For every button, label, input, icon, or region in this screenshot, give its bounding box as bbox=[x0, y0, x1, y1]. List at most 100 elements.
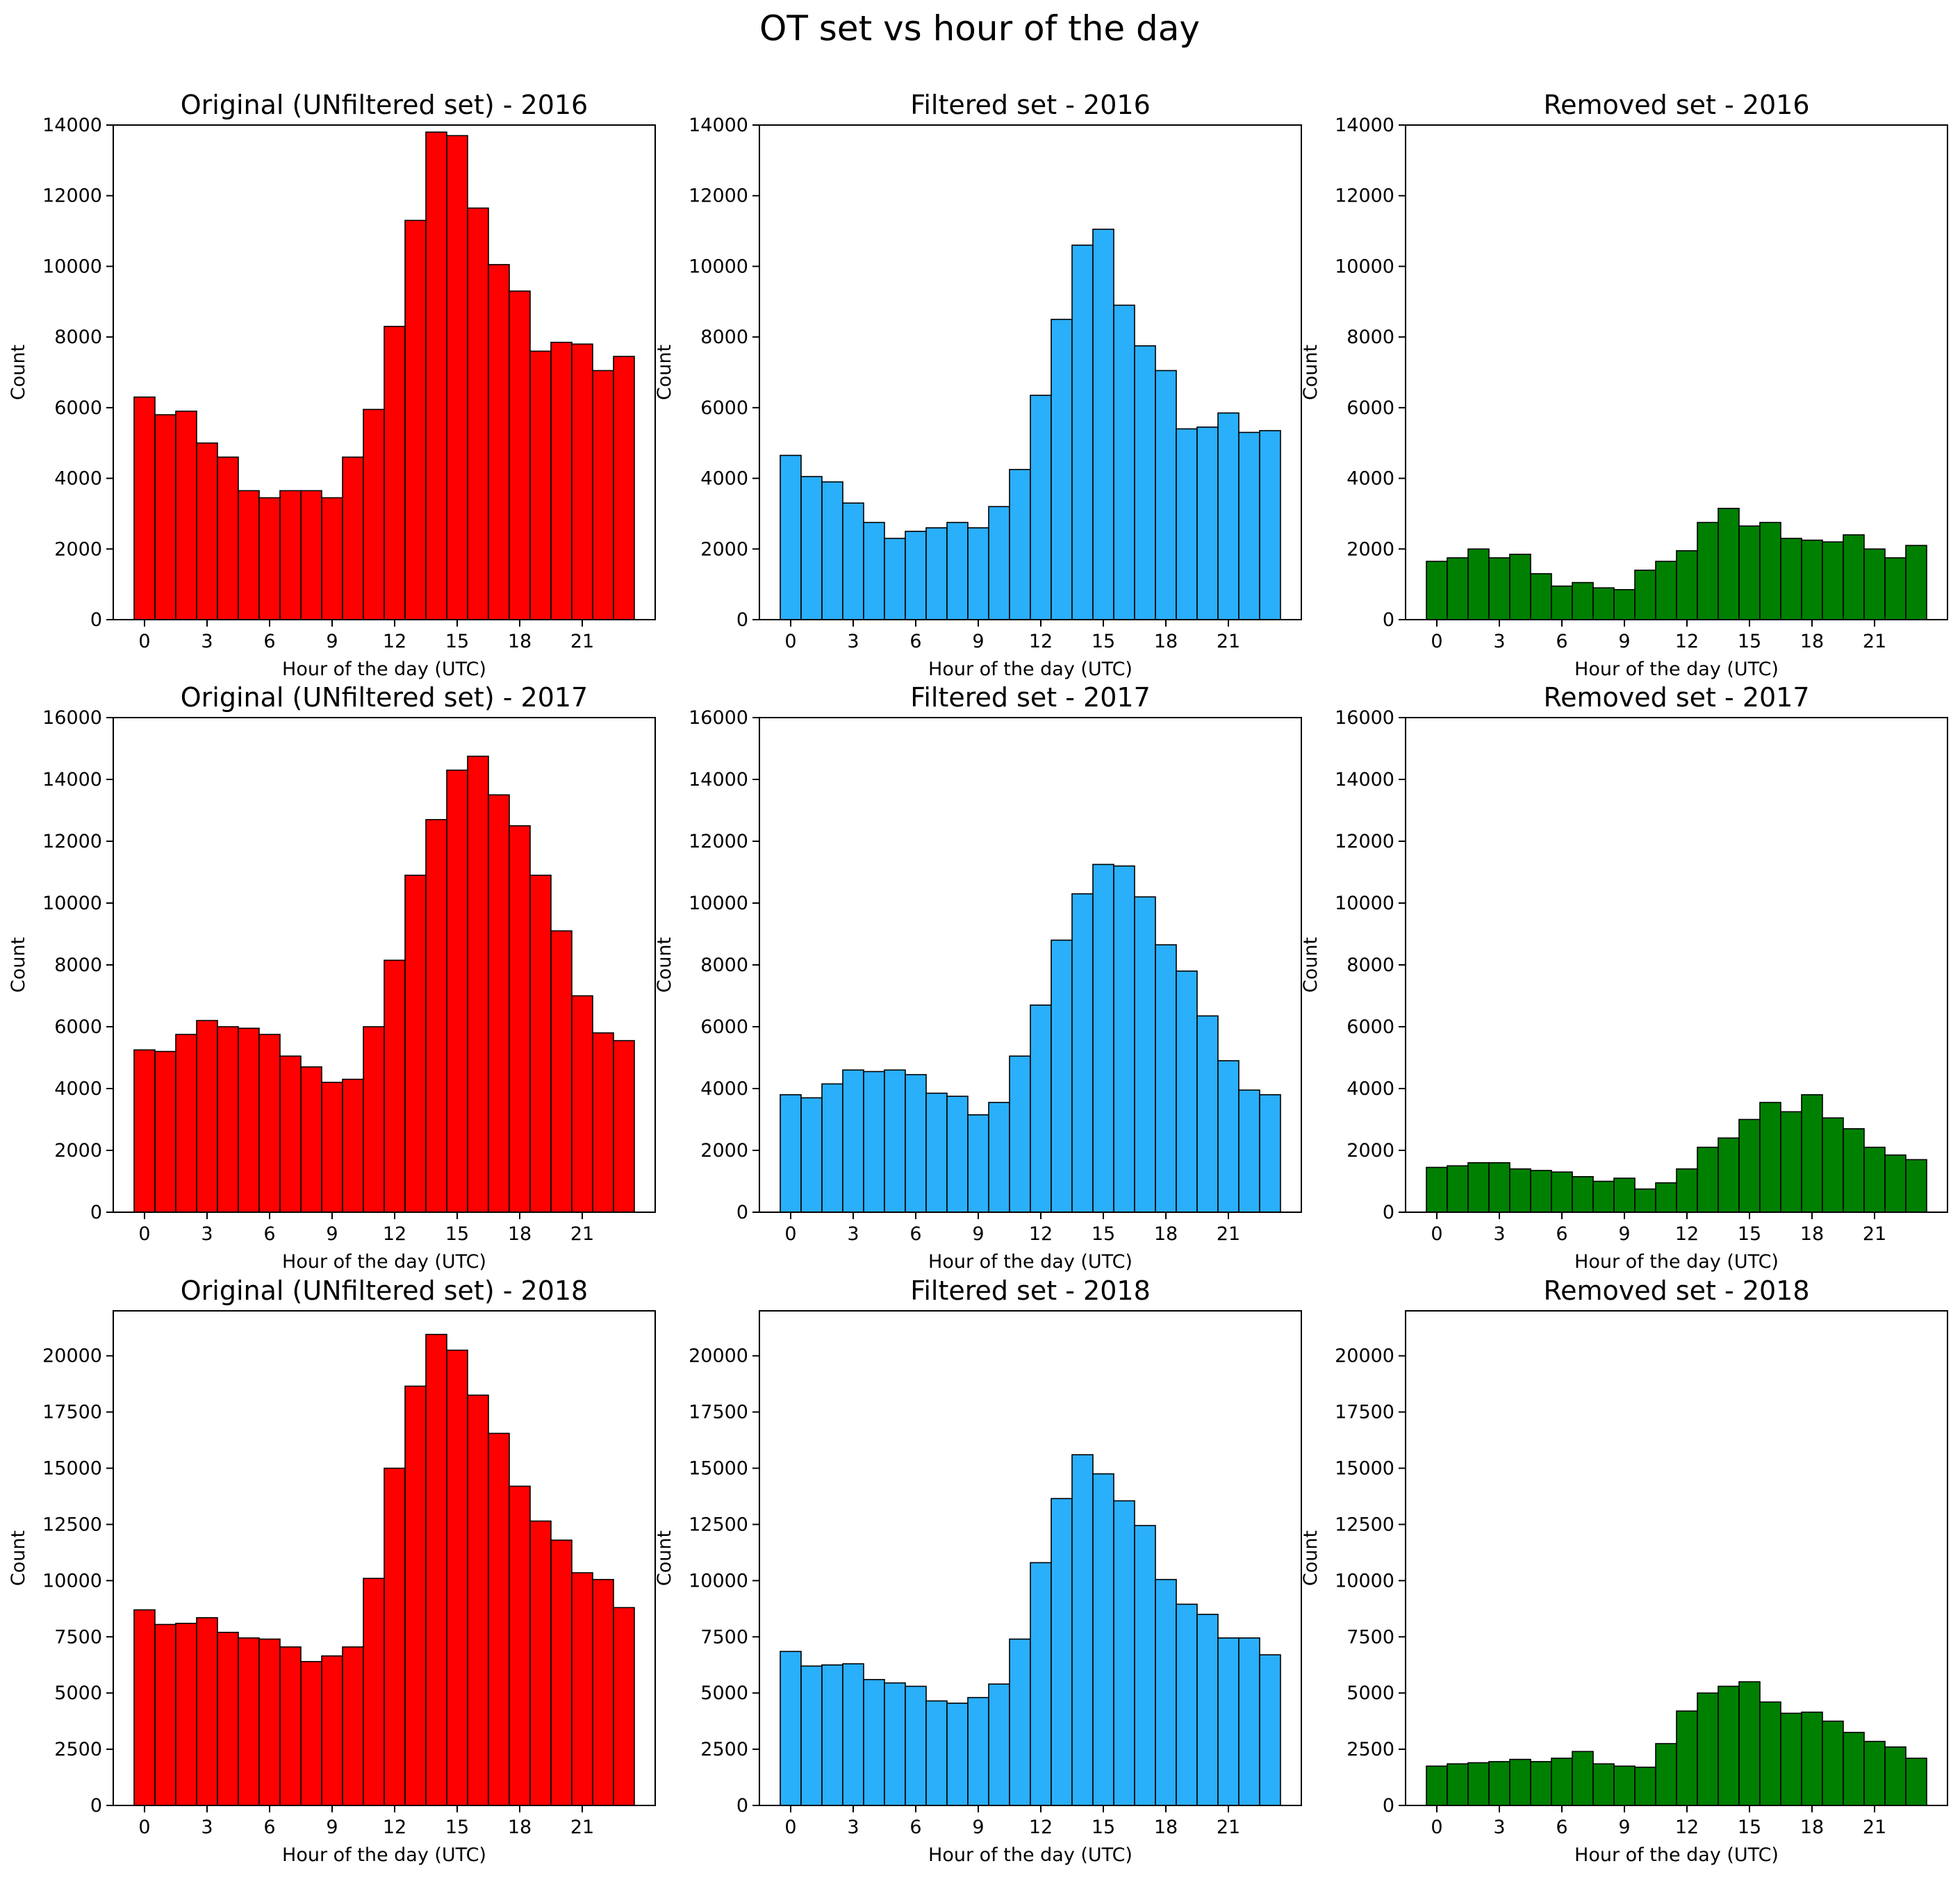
y-tick-label: 20000 bbox=[42, 1346, 102, 1367]
y-tick-label: 12000 bbox=[42, 185, 102, 207]
y-tick-label: 0 bbox=[90, 1795, 102, 1817]
bar bbox=[842, 1069, 864, 1213]
bar bbox=[571, 1572, 593, 1806]
x-tick-label: 21 bbox=[570, 631, 594, 652]
bar bbox=[1676, 550, 1698, 620]
x-tick-label: 15 bbox=[1092, 1223, 1115, 1245]
x-tick-label: 12 bbox=[1675, 1817, 1699, 1838]
bar bbox=[967, 527, 989, 620]
bar bbox=[217, 1026, 239, 1213]
bar bbox=[1759, 1102, 1781, 1213]
bar bbox=[1613, 1177, 1636, 1213]
bar bbox=[1217, 1637, 1240, 1806]
bar bbox=[1238, 431, 1260, 620]
bar bbox=[613, 356, 635, 620]
x-tick-label: 18 bbox=[1154, 631, 1178, 652]
bar bbox=[175, 411, 197, 620]
bar bbox=[1801, 1711, 1823, 1806]
bar bbox=[1467, 548, 1490, 620]
bar bbox=[1655, 1182, 1677, 1213]
x-tick-label: 6 bbox=[263, 631, 275, 652]
y-tick-label: 12000 bbox=[689, 185, 748, 207]
x-tick-label: 21 bbox=[1863, 631, 1886, 652]
y-axis-label: Count bbox=[1300, 345, 1321, 400]
bar bbox=[154, 1050, 176, 1213]
bar bbox=[363, 408, 385, 620]
bar bbox=[967, 1696, 989, 1806]
x-tick-label: 9 bbox=[326, 631, 338, 652]
bar bbox=[384, 326, 406, 620]
bar bbox=[175, 1623, 197, 1806]
panel-1-2: 0 3 6 9 12 15 18 21 0 2000 4000 6000 8000 10000 12000 1… bbox=[1300, 682, 1948, 1273]
bar bbox=[925, 1700, 948, 1806]
bar bbox=[1801, 1094, 1823, 1213]
bar bbox=[1467, 1162, 1490, 1213]
x-tick-label: 15 bbox=[445, 1817, 469, 1838]
bar bbox=[175, 1034, 197, 1213]
x-tick-label: 21 bbox=[1217, 1817, 1240, 1838]
bar bbox=[1030, 1004, 1052, 1213]
bar bbox=[1134, 345, 1156, 620]
bar bbox=[988, 1683, 1010, 1806]
y-tick-label: 17500 bbox=[689, 1402, 748, 1423]
x-tick-label: 12 bbox=[383, 631, 406, 652]
bar bbox=[384, 959, 406, 1213]
bar bbox=[1196, 1015, 1219, 1213]
y-tick-label: 0 bbox=[1383, 1202, 1394, 1223]
bar bbox=[1071, 1454, 1094, 1806]
bar bbox=[1613, 1765, 1636, 1806]
x-tick-label: 21 bbox=[1217, 1223, 1240, 1245]
x-tick-label: 0 bbox=[784, 1817, 796, 1838]
y-tick-label: 6000 bbox=[700, 1016, 748, 1038]
x-axis-label: Hour of the day (UTC) bbox=[282, 1844, 486, 1866]
y-tick-label: 10000 bbox=[689, 256, 748, 277]
bar bbox=[1718, 507, 1740, 620]
bar bbox=[1092, 1473, 1114, 1806]
bar bbox=[1822, 541, 1844, 620]
bar bbox=[1738, 525, 1761, 620]
bar bbox=[342, 1078, 364, 1213]
bar bbox=[1509, 1168, 1531, 1213]
bar bbox=[800, 1097, 823, 1213]
bar bbox=[863, 1070, 885, 1213]
axes-frame bbox=[113, 124, 656, 620]
bar bbox=[300, 1661, 322, 1806]
x-axis-label: Hour of the day (UTC) bbox=[1574, 1251, 1779, 1273]
bar bbox=[363, 1026, 385, 1213]
bar bbox=[842, 1663, 864, 1806]
y-tick-label: 2500 bbox=[54, 1739, 102, 1760]
bar bbox=[321, 1082, 343, 1213]
bar bbox=[1509, 1758, 1531, 1806]
bar bbox=[404, 220, 427, 620]
y-tick-label: 7500 bbox=[700, 1626, 748, 1648]
x-tick-label: 15 bbox=[1738, 1223, 1761, 1245]
x-tick-label: 6 bbox=[263, 1223, 275, 1245]
bar bbox=[1426, 561, 1448, 620]
bar bbox=[1426, 1765, 1448, 1806]
bar bbox=[925, 1092, 948, 1213]
bar bbox=[884, 1069, 906, 1213]
bar bbox=[279, 1055, 302, 1213]
x-axis-label: Hour of the day (UTC) bbox=[928, 659, 1133, 680]
bar bbox=[1697, 1692, 1719, 1806]
y-tick-label: 4000 bbox=[54, 1078, 102, 1100]
panel-title: Original (UNfiltered set) - 2016 bbox=[181, 90, 588, 120]
y-tick-label: 10000 bbox=[42, 893, 102, 914]
y-tick-label: 16000 bbox=[42, 707, 102, 729]
y-tick-label: 8000 bbox=[54, 954, 102, 976]
x-tick-label: 12 bbox=[1029, 1223, 1053, 1245]
bar bbox=[800, 1665, 823, 1806]
y-tick-label: 4000 bbox=[700, 1078, 748, 1100]
x-tick-label: 18 bbox=[1154, 1223, 1178, 1245]
y-tick-label: 5000 bbox=[54, 1682, 102, 1704]
y-tick-label: 8000 bbox=[54, 326, 102, 348]
y-tick-label: 4000 bbox=[54, 468, 102, 490]
bar bbox=[1113, 304, 1135, 620]
bar bbox=[1822, 1720, 1844, 1806]
y-tick-label: 2000 bbox=[1347, 1140, 1394, 1161]
y-tick-label: 14000 bbox=[1335, 115, 1394, 136]
bar bbox=[592, 370, 614, 620]
figure-title: OT set vs hour of the day bbox=[759, 8, 1200, 49]
y-tick-label: 0 bbox=[1383, 1795, 1394, 1817]
bar bbox=[217, 1632, 239, 1806]
